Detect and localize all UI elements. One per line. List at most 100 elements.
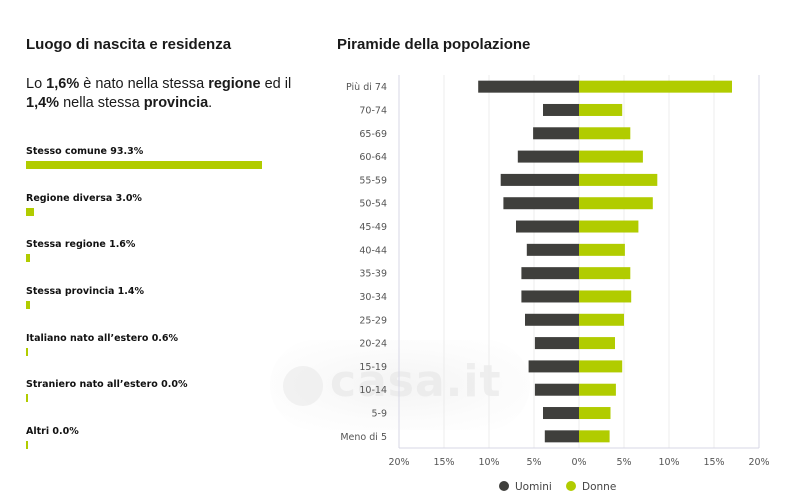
summary-value-regione: 1,6% [46,76,80,92]
residence-item-straniero-estero: Straniero nato all’estero 0.0% [26,379,279,402]
y-tick-label: Meno di 5 [340,432,387,443]
residence-item-label: Straniero nato all’estero 0.0% [26,379,188,390]
summary-part: è nato nella stessa [79,76,209,92]
bar-uomini [533,127,579,140]
legend-label-donne: Donne [582,481,616,493]
bar-donne [579,173,658,186]
bars [478,80,732,443]
bar-uomini [544,430,579,443]
bar-uomini [521,290,579,303]
residence-item-italiano-estero: Italiano nato all’estero 0.6% [26,333,279,356]
x-tick-label: 20% [748,457,769,468]
x-tick-label: 10% [658,457,679,468]
residence-item-track [26,301,279,309]
residence-item-label: Italiano nato all’estero 0.6% [26,333,179,344]
y-tick-label: 25-29 [359,315,387,326]
bar-donne [579,220,639,233]
bar-donne [579,337,615,350]
bar-uomini [517,150,579,163]
y-tick-label: 70-74 [359,105,387,116]
y-tick-label: 50-54 [359,199,387,210]
bar-uomini [478,80,579,93]
y-tick-label: 20-24 [359,339,387,350]
summary-value-provincia: 1,4% [26,95,60,111]
x-tick-label: 5% [526,457,541,468]
residence-item-bar [26,301,30,309]
residence-item-bar [26,254,31,262]
bar-uomini [543,103,579,116]
residence-item-track [26,348,279,356]
residence-item-bar [26,348,28,356]
bar-donne [579,127,631,140]
residence-item-track [26,161,279,169]
population-pyramid-chart: Più di 74 70-74 65-69 60-64 55-59 50-54 45-49 4… [340,75,770,493]
bar-uomini [534,337,579,350]
residence-item-bar [26,161,263,169]
bar-uomini [503,197,579,210]
residence-item-bar [26,441,28,449]
summary-keyword-regione: regione [208,76,261,92]
residence-item-stessa-regione: Stessa regione 1.6% [26,239,279,262]
y-tick-label: Più di 74 [346,82,387,93]
residence-item-track [26,208,279,216]
y-axis-labels: Più di 74 70-74 65-69 60-64 55-59 50-54 45-49 4… [340,82,387,443]
bar-uomini [521,267,579,280]
residence-item-track [26,441,279,449]
y-tick-label: 30-34 [359,292,387,303]
bar-donne [579,313,624,326]
pyramid-title: Piramide della popolazione [337,36,531,53]
legend-label-uomini: Uomini [515,481,552,493]
summary-part: nella stessa [59,95,144,111]
y-tick-label: 45-49 [359,222,387,233]
y-tick-label: 5-9 [371,409,387,420]
left-panel-title: Luogo di nascita e residenza [26,36,232,53]
y-tick-label: 35-39 [359,269,387,280]
residence-item-stesso-comune: Stesso comune 93.3% [26,146,279,169]
bar-donne [579,290,632,303]
y-tick-label: 60-64 [359,152,387,163]
bar-donne [579,243,625,256]
x-tick-label: 10% [478,457,499,468]
bar-donne [579,383,616,396]
bar-donne [579,267,631,280]
bar-uomini [500,173,579,186]
legend-marker-uomini [499,481,509,491]
bar-uomini [543,407,579,420]
summary-part: ed il [260,76,292,92]
bar-donne [579,407,611,420]
bar-uomini [534,383,579,396]
legend-marker-donne [566,481,576,491]
bar-donne [579,197,653,210]
bar-uomini [528,360,579,373]
residence-item-track [26,254,279,262]
residence-item-label: Stessa provincia 1.4% [26,286,145,297]
x-tick-label: 0% [571,457,586,468]
y-tick-label: 10-14 [359,385,387,396]
legend: Uomini Donne [499,481,616,493]
residence-item-label: Altri 0.0% [26,426,79,437]
bar-donne [579,150,643,163]
x-tick-label: 20% [388,457,409,468]
residence-item-altri: Altri 0.0% [26,426,279,449]
bar-donne [579,430,610,443]
residence-item-track [26,394,279,402]
x-tick-label: 15% [433,457,454,468]
residence-item-label: Stesso comune 93.3% [26,146,144,157]
summary-keyword-provincia: provincia [143,95,209,111]
bar-donne [579,80,732,93]
bar-uomini [526,243,579,256]
residence-item-label: Regione diversa 3.0% [26,193,142,204]
bar-donne [579,360,623,373]
y-tick-label: 55-59 [359,175,387,186]
bar-uomini [525,313,579,326]
summary-part: Lo [26,76,47,92]
y-tick-label: 15-19 [359,362,387,373]
summary-part: . [208,95,213,111]
x-tick-label: 5% [616,457,631,468]
bar-uomini [516,220,579,233]
residence-item-bar [26,208,34,216]
y-tick-label: 40-44 [359,245,387,256]
y-tick-label: 65-69 [359,129,387,140]
house-icon [283,366,323,406]
residence-item-label: Stessa regione 1.6% [26,239,136,250]
